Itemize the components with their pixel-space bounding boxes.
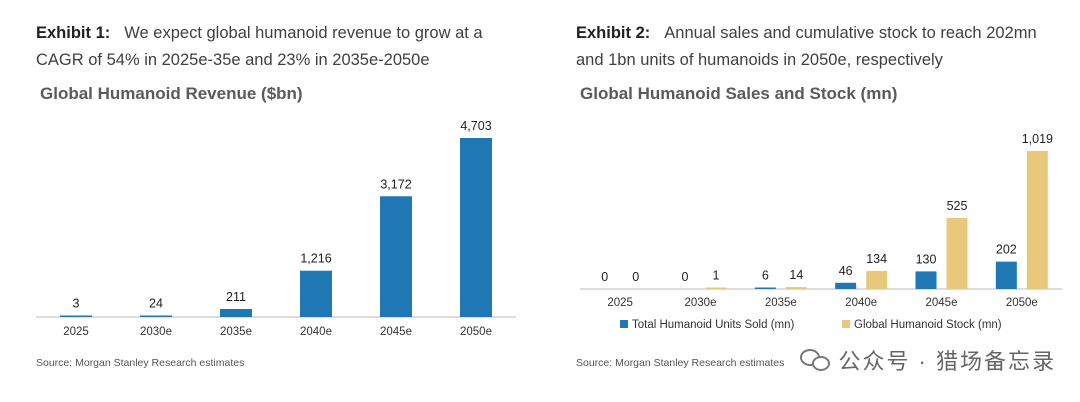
stock-data-label: 1 xyxy=(713,269,720,283)
revenue-bar xyxy=(460,138,492,317)
exhibit-2-caption: Exhibit 2: Annual sales and cumulative st… xyxy=(576,20,1056,74)
revenue-chart-title: Global Humanoid Revenue ($bn) xyxy=(40,84,303,103)
exhibit-2-text: Annual sales and cumulative stock to rea… xyxy=(576,24,1037,69)
exhibit-1-source: Source: Morgan Stanley Research estimate… xyxy=(36,357,245,369)
revenue-data-label: 4,703 xyxy=(460,119,491,133)
legend-swatch-stock xyxy=(842,320,850,328)
exhibit-1-label: Exhibit 1: xyxy=(36,24,111,42)
stock-bar xyxy=(946,217,968,289)
revenue-bar xyxy=(380,196,412,317)
x-tick-label: 2025 xyxy=(607,297,633,309)
x-tick-label: 2040e xyxy=(845,297,877,309)
revenue-bar xyxy=(220,308,252,317)
x-tick-label: 2030e xyxy=(140,326,172,338)
x-tick-label: 2040e xyxy=(300,326,332,338)
revenue-data-label: 3,172 xyxy=(380,177,411,191)
stock-data-label: 1,019 xyxy=(1022,132,1053,146)
revenue-data-label: 1,216 xyxy=(300,252,331,266)
units-sold-data-label: 6 xyxy=(762,269,769,283)
watermark-text: 公众号 · 猎场备忘录 xyxy=(838,349,1056,374)
x-tick-label: 2050e xyxy=(1006,297,1038,309)
revenue-data-label: 3 xyxy=(73,297,80,311)
revenue-bar xyxy=(300,270,332,317)
units-sold-data-label: 46 xyxy=(839,264,853,278)
watermark: 公众号 · 猎场备忘录 xyxy=(800,344,1056,376)
stock-data-label: 134 xyxy=(866,252,887,266)
exhibit-2-panel: Exhibit 2: Annual sales and cumulative st… xyxy=(540,0,1080,402)
revenue-data-label: 24 xyxy=(149,297,163,311)
revenue-chart: 3 2025 24 2030e 211 2035e 1,216 2040e 3,172 2045e… xyxy=(36,119,516,338)
x-tick-label: 2025 xyxy=(63,326,89,338)
units-sold-bar xyxy=(915,271,937,289)
legend-label-stock: Global Humanoid Stock (mn) xyxy=(854,319,1002,331)
stock-data-label: 525 xyxy=(947,199,968,213)
units-sold-bar xyxy=(995,261,1017,289)
exhibit-1-text: We expect global humanoid revenue to gro… xyxy=(36,24,483,69)
stock-data-label: 0 xyxy=(632,270,639,284)
exhibit-1-caption: Exhibit 1: We expect global humanoid reve… xyxy=(36,20,516,74)
sales-stock-chart: 0 0 2025 0 1 2030e 6 14 2035e 46 134 2040e 130 525 204… xyxy=(580,132,1062,331)
legend-swatch-units-sold xyxy=(620,320,628,328)
revenue-bar xyxy=(140,315,172,317)
x-tick-label: 2045e xyxy=(926,297,958,309)
exhibit-2-label: Exhibit 2: xyxy=(576,24,651,42)
exhibit-1-panel: Exhibit 1: We expect global humanoid reve… xyxy=(36,20,516,369)
units-sold-data-label: 130 xyxy=(916,252,937,266)
legend-label-units-sold: Total Humanoid Units Sold (mn) xyxy=(632,319,795,331)
units-sold-data-label: 202 xyxy=(996,243,1017,257)
units-sold-bar xyxy=(754,287,776,289)
x-tick-label: 2030e xyxy=(685,297,717,309)
chat-bubble-icon xyxy=(800,349,831,371)
revenue-bar xyxy=(60,315,92,317)
exhibit-2-source: Source: Morgan Stanley Research estimate… xyxy=(576,357,785,369)
stock-bar xyxy=(1026,151,1048,289)
revenue-data-label: 211 xyxy=(226,290,246,304)
units-sold-data-label: 0 xyxy=(601,270,608,284)
x-tick-label: 2045e xyxy=(380,326,412,338)
stock-bar xyxy=(705,287,727,289)
stock-data-label: 14 xyxy=(789,268,803,282)
units-sold-bar xyxy=(835,282,857,289)
units-sold-data-label: 0 xyxy=(682,270,689,284)
stock-bar xyxy=(866,270,888,289)
x-tick-label: 2035e xyxy=(220,326,252,338)
stock-bar xyxy=(785,287,807,289)
sales-stock-chart-title: Global Humanoid Sales and Stock (mn) xyxy=(580,84,898,103)
x-tick-label: 2050e xyxy=(460,326,492,338)
x-tick-label: 2035e xyxy=(765,297,797,309)
